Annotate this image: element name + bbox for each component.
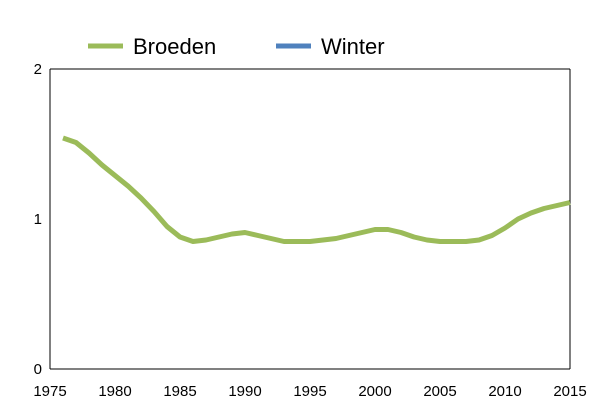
x-tick-label: 2010: [488, 383, 521, 400]
series-line-broeden: [62, 135, 571, 244]
x-tick-label: 2005: [423, 383, 456, 400]
plot-area: [49, 68, 571, 370]
y-tick-label: 1: [34, 211, 42, 228]
y-tick-label: 2: [34, 61, 42, 78]
legend-label-broeden: Broeden: [133, 34, 216, 59]
y-tick-label: 0: [34, 361, 42, 378]
legend-label-winter: Winter: [321, 34, 385, 59]
series-lines: [62, 135, 571, 244]
x-tick-labels: 1975 1980 1985 1990 1995 2000 2005 2010 2015: [33, 383, 586, 400]
x-tick-label: 2000: [358, 383, 391, 400]
x-tick-label: 1985: [163, 383, 196, 400]
x-tick-label: 2015: [553, 383, 586, 400]
legend: Broeden Winter: [88, 34, 385, 59]
x-tick-label: 1995: [293, 383, 326, 400]
x-tick-label: 1975: [33, 383, 66, 400]
x-tick-label: 1980: [98, 383, 131, 400]
y-tick-labels: 0 1 2: [34, 61, 42, 378]
x-tick-label: 1990: [228, 383, 261, 400]
